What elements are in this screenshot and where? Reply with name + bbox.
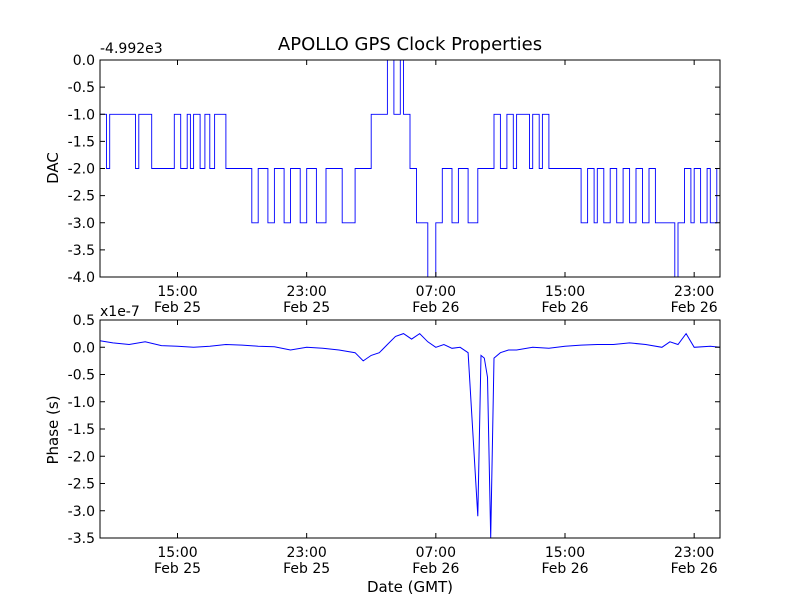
phase-y-tick-label: -1.5 <box>68 422 95 438</box>
phase-y-tick-label: 0.5 <box>73 313 95 329</box>
dac-x-tick-time: 23:00 <box>286 284 326 300</box>
dac-plot-frame <box>99 59 721 278</box>
dac-x-tick-date: Feb 26 <box>541 300 588 316</box>
dac-y-tick-label: -2.5 <box>68 189 95 205</box>
dac-x-tick-date: Feb 25 <box>154 300 201 316</box>
dac-y-tick-label: -0.5 <box>68 80 95 96</box>
dac-y-tick-label: -3.0 <box>68 216 95 232</box>
dac-x-tick-time: 23:00 <box>674 284 714 300</box>
phase-x-tick-time: 23:00 <box>286 545 326 561</box>
dac-offset-label: -4.992e3 <box>100 41 163 57</box>
dac-y-tick-label: -3.5 <box>68 243 95 259</box>
dac-x-tick-date: Feb 25 <box>283 300 330 316</box>
phase-y-tick-label: 0.0 <box>73 340 95 356</box>
phase-x-tick-date: Feb 25 <box>283 561 330 577</box>
dac-y-axis-label: DAC <box>44 152 62 184</box>
phase-x-tick-date: Feb 26 <box>671 561 718 577</box>
phase-x-tick-date: Feb 25 <box>154 561 201 577</box>
phase-offset-label: x1e-7 <box>100 304 140 320</box>
dac-x-tick-time: 07:00 <box>416 284 456 300</box>
phase-plot-frame <box>99 319 721 539</box>
phase-y-tick-label: -2.5 <box>68 477 95 493</box>
dac-marks: 0.0 -0.5 -1.0 -1.5 -2.0 -2.5 -3.0 -3.5 -4.0 15:00… <box>68 53 721 316</box>
phase-x-tick-time: 15:00 <box>545 545 585 561</box>
phase-x-tick-time: 23:00 <box>674 545 714 561</box>
dac-x-tick-date: Feb 26 <box>671 300 718 316</box>
phase-y-tick-label: -3.5 <box>68 531 95 547</box>
dac-y-tick-label: -1.0 <box>68 107 95 123</box>
phase-x-tick-date: Feb 26 <box>412 561 459 577</box>
phase-x-tick-time: 07:00 <box>416 545 456 561</box>
dac-x-tick-date: Feb 26 <box>412 300 459 316</box>
phase-x-tick-date: Feb 26 <box>541 561 588 577</box>
phase-y-tick-label: -1.0 <box>68 395 95 411</box>
dac-y-tick-label: -1.5 <box>68 134 95 150</box>
dac-series-line <box>100 59 721 278</box>
dac-y-tick-label: -4.0 <box>68 270 95 286</box>
phase-marks: 0.50.0-0.5-1.0-1.5-2.0-2.5-3.0-3.515:00F… <box>68 313 721 577</box>
phase-panel: x1e-7 Phase (s) 0.5 0.0 -0.5 -1.0 -1.5 -2.0 -2… <box>44 304 721 596</box>
phase-y-axis-label: Phase (s) <box>44 395 62 464</box>
x-axis-label: Date (GMT) <box>367 578 453 596</box>
figure-title: APOLLO GPS Clock Properties <box>278 34 542 55</box>
dac-x-tick-time: 15:00 <box>545 284 585 300</box>
phase-series-line <box>99 332 721 539</box>
phase-y-tick-label: -3.0 <box>68 504 95 520</box>
phase-x-tick-time: 15:00 <box>157 545 197 561</box>
phase-y-tick-label: -2.0 <box>68 449 95 465</box>
dac-y-tick-label: 0.0 <box>73 53 95 69</box>
dac-y-tick-label: -2.0 <box>68 162 95 178</box>
phase-y-tick-label: -0.5 <box>68 368 95 384</box>
dac-x-tick-time: 15:00 <box>157 284 197 300</box>
dac-panel: -4.992e3 DAC 0.0 -0.5 -1.0 -1.5 -2.0 -2.5 -3.0… <box>44 41 721 316</box>
